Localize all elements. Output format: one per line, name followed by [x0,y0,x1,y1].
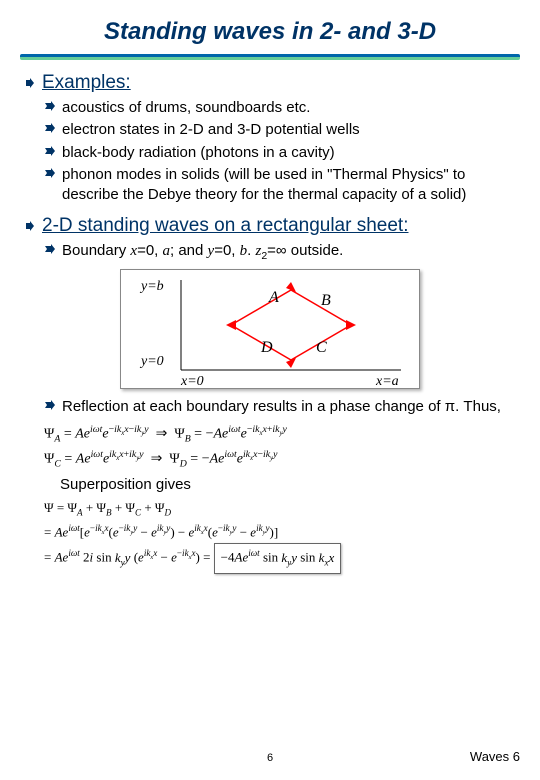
title-underline-bar [20,54,520,60]
boundary-text: Boundary x=0, a; and y=0, b. z2=∞ outsid… [62,241,520,263]
list-item: electron states in 2-D and 3-D potential… [44,120,520,140]
list-item: acoustics of drums, soundboards etc. [44,98,520,118]
bullet-text: acoustics of drums, soundboards etc. [62,98,520,118]
svg-text:x=0: x=0 [180,374,204,389]
list-item: Boundary x=0, a; and y=0, b. z2=∞ outsid… [44,241,520,263]
boundary-suffix: outside. [287,242,344,259]
page-number: 6 [267,752,273,764]
arrow-icon [44,168,56,180]
superposition-label: Superposition gives [60,476,520,493]
wave-equations-ab: ΨA = Aeiωte−ikxx−ikyy ⇒ ΨB = −Aeiωte−ikx… [44,422,520,472]
svg-text:B: B [321,292,331,309]
arrow-icon [44,101,56,113]
arrow-icon [44,123,56,135]
section-examples-head: Examples: [20,72,520,94]
superposition-equations: Ψ = ΨA + ΨB + ΨC + ΨD = Aeiωt[e−ikxx(e−i… [44,497,520,574]
pointing-hand-icon [20,75,36,91]
svg-text:D: D [260,339,273,356]
section-heading: 2-D standing waves on a rectangular shee… [42,215,409,237]
page-title: Standing waves in 2- and 3-D [0,0,540,54]
boundary-prefix: Boundary [62,242,130,259]
reflection-list: Reflection at each boundary results in a… [44,397,520,417]
rectangle-diagram: A B C D y=b y=0 x=0 x=a [120,269,420,389]
reflection-text: Reflection at each boundary results in a… [62,397,520,417]
footer-label: Waves 6 [470,749,520,764]
svg-text:A: A [268,289,279,306]
section-heading: Examples: [42,72,131,94]
svg-text:y=b: y=b [139,279,164,294]
examples-list: acoustics of drums, soundboards etc. ele… [44,98,520,205]
bullet-text: black-body radiation (photons in a cavit… [62,143,520,163]
svg-text:x=a: x=a [375,374,399,389]
bullet-text: phonon modes in solids (will be used in … [62,165,520,206]
section-2d-head: 2-D standing waves on a rectangular shee… [20,215,520,237]
bullet-text: electron states in 2-D and 3-D potential… [62,120,520,140]
list-item: Reflection at each boundary results in a… [44,397,520,417]
list-item: black-body radiation (photons in a cavit… [44,143,520,163]
svg-text:C: C [316,339,327,356]
pointing-hand-icon [20,218,36,234]
arrow-icon [44,146,56,158]
boundary-list: Boundary x=0, a; and y=0, b. z2=∞ outsid… [44,241,520,263]
arrow-icon [44,244,56,256]
list-item: phonon modes in solids (will be used in … [44,165,520,206]
svg-text:y=0: y=0 [139,354,164,369]
arrow-icon [44,400,56,412]
